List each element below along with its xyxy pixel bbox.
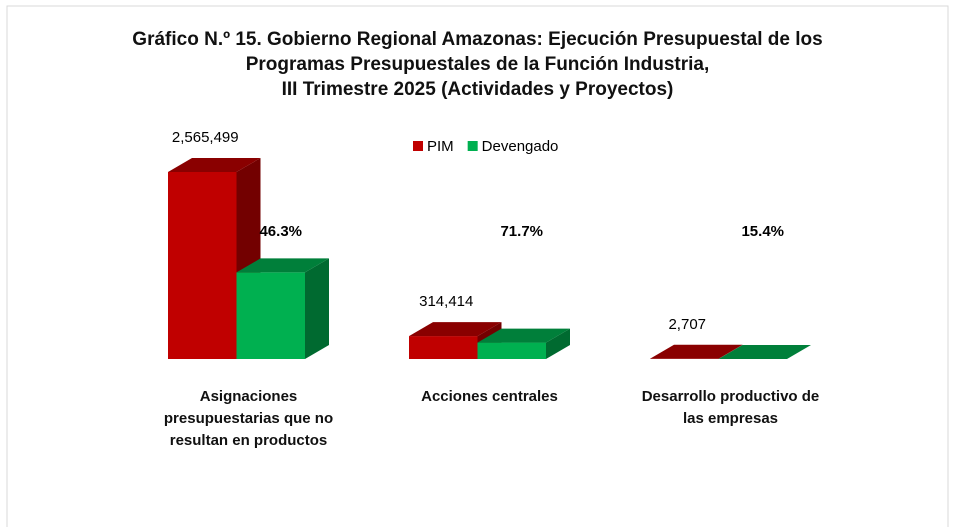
legend-label: Devengado [482,138,559,155]
bar-front [168,172,237,359]
chart-title: Gráfico N.º 15. Gobierno Regional Amazon… [132,29,823,100]
bar-front [477,342,546,359]
bar [409,322,502,359]
data-label: 2,707 [668,316,706,333]
bar-front [236,272,305,359]
bar-side [305,258,329,359]
bar-front [409,336,478,359]
bar [236,258,329,359]
bar-top [718,344,811,359]
bar [477,328,570,359]
bar-top [409,322,502,337]
chart-frame [6,5,949,527]
bar-top [236,258,329,273]
data-label: 2,565,499 [172,129,239,146]
bar-top [477,328,570,343]
percent-label: 71.7% [500,223,543,240]
data-label: 314,414 [419,293,473,310]
bar-side [718,344,743,359]
bar [718,344,811,359]
percent-label: 15.4% [741,223,784,240]
legend-label: PIM [427,138,454,155]
x-tick-label: Desarrollo productivo de las empresas [641,388,820,427]
bar-side [546,328,570,359]
legend-swatch [413,141,423,151]
x-tick-label: Asignaciones presupuestarias que no resu… [163,388,334,449]
legend-swatch [467,141,478,151]
bar-top [168,158,261,172]
bar-side [787,344,811,359]
bar [650,344,743,359]
x-tick-label: Acciones centrales [421,388,558,405]
percent-label: 46.3% [259,223,302,240]
bar-top [650,344,743,359]
